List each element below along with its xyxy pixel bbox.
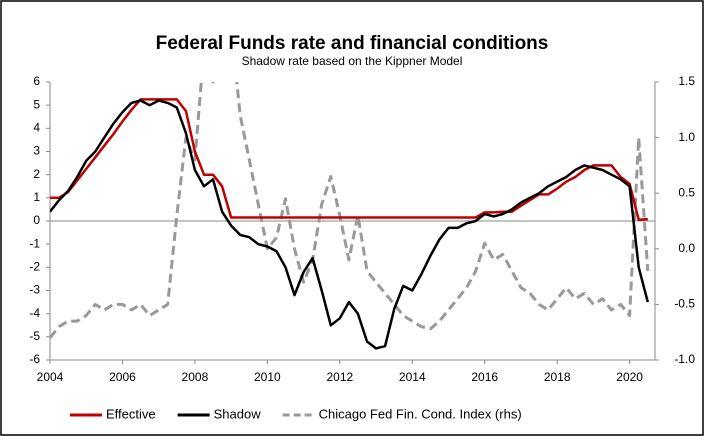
x-tick-label: 2020: [616, 370, 643, 384]
y2-tick-label: 1.0: [678, 130, 695, 144]
y-tick-label: -6: [29, 352, 40, 366]
series-line: [50, 99, 650, 350]
x-tick-label: 2006: [109, 370, 136, 384]
series-line: [50, 98, 648, 222]
y-tick-label: -5: [29, 329, 40, 343]
y-tick-label: 1: [33, 190, 40, 204]
y-tick-label: -1: [29, 236, 40, 250]
y2-tick-label: -1.0: [674, 352, 695, 366]
y-tick-label: -2: [29, 260, 40, 274]
chart-title: Federal Funds rate and financial conditi…: [156, 33, 549, 54]
x-tick-label: 2016: [471, 370, 498, 384]
x-tick-label: 2012: [326, 370, 353, 384]
chart-subtitle: Shadow rate based on the Kippner Model: [242, 54, 463, 68]
y-tick-label: 3: [33, 144, 40, 158]
legend-label: Effective: [106, 406, 156, 421]
x-tick-label: 2008: [182, 370, 209, 384]
y-tick-label: -4: [29, 306, 40, 320]
y2-tick-label: 1.5: [678, 74, 695, 88]
legend-label: Chicago Fed Fin. Cond. Index (rhs): [319, 406, 522, 421]
x-tick-label: 2010: [254, 370, 281, 384]
plot-area: [50, 82, 650, 350]
y-tick-label: 4: [33, 121, 40, 135]
y2-tick-label: 0.0: [678, 241, 695, 255]
series-line: [50, 82, 650, 339]
x-tick-label: 2018: [544, 370, 571, 384]
legend-label: Shadow: [214, 406, 262, 421]
y-tick-label: 2: [33, 167, 40, 181]
y-tick-label: 6: [33, 74, 40, 88]
y2-tick-label: -0.5: [674, 297, 695, 311]
y-tick-label: 0: [33, 213, 40, 227]
y-tick-label: -3: [29, 283, 40, 297]
y-tick-label: 5: [33, 97, 40, 111]
y2-tick-label: 0.5: [678, 185, 695, 199]
x-tick-label: 2014: [399, 370, 426, 384]
x-tick-label: 2004: [37, 370, 64, 384]
